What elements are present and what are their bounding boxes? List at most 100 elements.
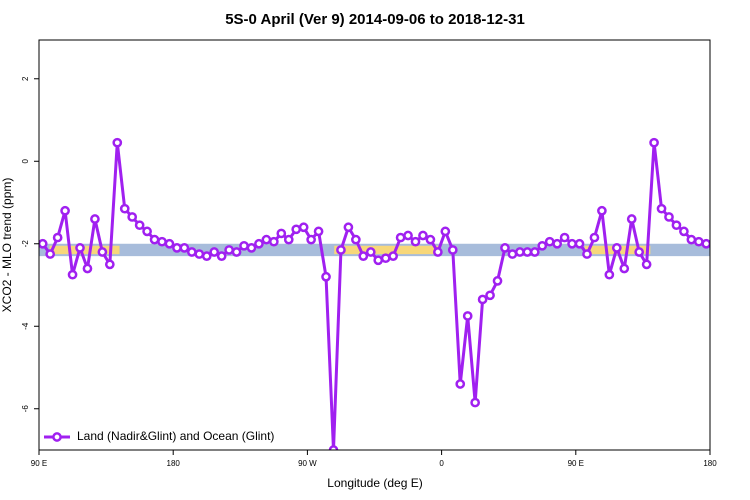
data-point xyxy=(611,243,622,253)
legend-marker xyxy=(52,432,62,442)
x-tick-label: 90 E xyxy=(568,459,584,468)
data-point xyxy=(656,203,667,214)
data-point xyxy=(201,251,212,261)
data-point xyxy=(321,271,331,282)
data-point xyxy=(418,230,428,241)
x-tick-label: 180 xyxy=(167,459,181,468)
data-point xyxy=(597,205,607,216)
data-point xyxy=(693,236,704,247)
data-point xyxy=(82,263,93,274)
data-point xyxy=(216,251,227,261)
data-point xyxy=(209,247,220,257)
x-tick-label: 180 xyxy=(703,459,717,468)
data-point xyxy=(358,251,369,261)
data-point xyxy=(186,247,197,257)
data-point xyxy=(485,290,495,301)
data-point xyxy=(455,379,466,389)
data-point xyxy=(246,243,257,253)
data-point xyxy=(127,212,138,222)
data-point xyxy=(298,222,309,233)
x-tick-label: 0 xyxy=(439,459,444,468)
data-point xyxy=(440,226,451,237)
data-point xyxy=(67,269,78,280)
data-point xyxy=(39,238,48,249)
data-point xyxy=(104,259,115,270)
data-point xyxy=(582,249,592,259)
y-tick-label: -4 xyxy=(21,322,30,330)
data-point xyxy=(604,269,615,280)
data-point xyxy=(254,238,264,249)
data-point xyxy=(403,230,413,241)
data-point xyxy=(351,234,361,245)
data-point xyxy=(477,294,488,305)
data-point xyxy=(410,236,421,247)
data-point xyxy=(343,222,354,233)
data-point xyxy=(306,234,316,245)
data-point xyxy=(149,234,160,245)
data-point xyxy=(492,276,503,286)
data-point xyxy=(164,238,175,249)
legend-label: Land (Nadir&Glint) and Ocean (Glint) xyxy=(77,429,274,443)
data-point xyxy=(567,238,577,249)
data-point xyxy=(522,247,533,257)
data-point xyxy=(97,247,108,257)
data-point xyxy=(112,137,123,148)
data-point xyxy=(462,311,473,321)
band-highlight xyxy=(49,245,120,255)
data-point xyxy=(336,245,346,255)
data-point xyxy=(194,249,205,259)
data-point xyxy=(701,238,710,249)
data-point xyxy=(276,228,287,239)
data-point xyxy=(119,203,130,214)
data-point xyxy=(239,240,249,251)
axes: 90 E 180 90 W 0 90 E 180 -6 -4 -2 0 2 xyxy=(21,76,717,468)
data-point xyxy=(172,243,182,253)
data-point xyxy=(224,245,234,255)
data-point xyxy=(559,232,570,243)
data-point xyxy=(649,137,659,148)
data-point xyxy=(373,255,384,266)
data-point xyxy=(470,397,480,408)
data-point xyxy=(544,236,555,247)
data-point xyxy=(269,236,279,247)
data-point xyxy=(60,205,70,216)
data-point xyxy=(574,238,585,249)
data-point xyxy=(157,236,167,247)
data-point xyxy=(45,249,56,259)
data-point xyxy=(686,234,697,245)
data-point xyxy=(507,249,518,259)
x-tick-label: 90 E xyxy=(31,459,47,468)
data-point xyxy=(589,232,600,243)
data-point xyxy=(75,243,85,253)
series-line xyxy=(41,141,707,450)
data-point xyxy=(664,212,674,222)
data-point xyxy=(679,226,689,237)
data-point xyxy=(134,220,145,231)
data-point xyxy=(537,240,548,251)
data-point xyxy=(231,247,242,257)
chart-title: 5S-0 April (Ver 9) 2014-09-06 to 2018-12… xyxy=(225,11,525,28)
data-point xyxy=(142,226,152,237)
data-point xyxy=(388,251,398,261)
data-point xyxy=(179,243,190,253)
data-point xyxy=(500,243,510,253)
data-point xyxy=(515,247,525,257)
x-tick-label: 90 W xyxy=(298,459,317,468)
y-tick-label: 0 xyxy=(21,158,30,163)
data-point xyxy=(365,247,376,257)
plot-frame xyxy=(38,39,711,451)
data-point xyxy=(52,232,63,243)
data-point xyxy=(447,245,458,255)
y-tick-label: 2 xyxy=(21,76,30,81)
plot-area xyxy=(39,137,710,450)
data-point xyxy=(291,224,302,235)
data-point xyxy=(395,232,406,243)
data-point xyxy=(425,234,436,245)
data-point xyxy=(261,234,272,245)
data-point xyxy=(433,247,443,257)
data-point xyxy=(626,214,637,224)
data-point xyxy=(671,220,682,231)
y-tick-label: -2 xyxy=(21,240,30,248)
data-point xyxy=(90,214,100,224)
